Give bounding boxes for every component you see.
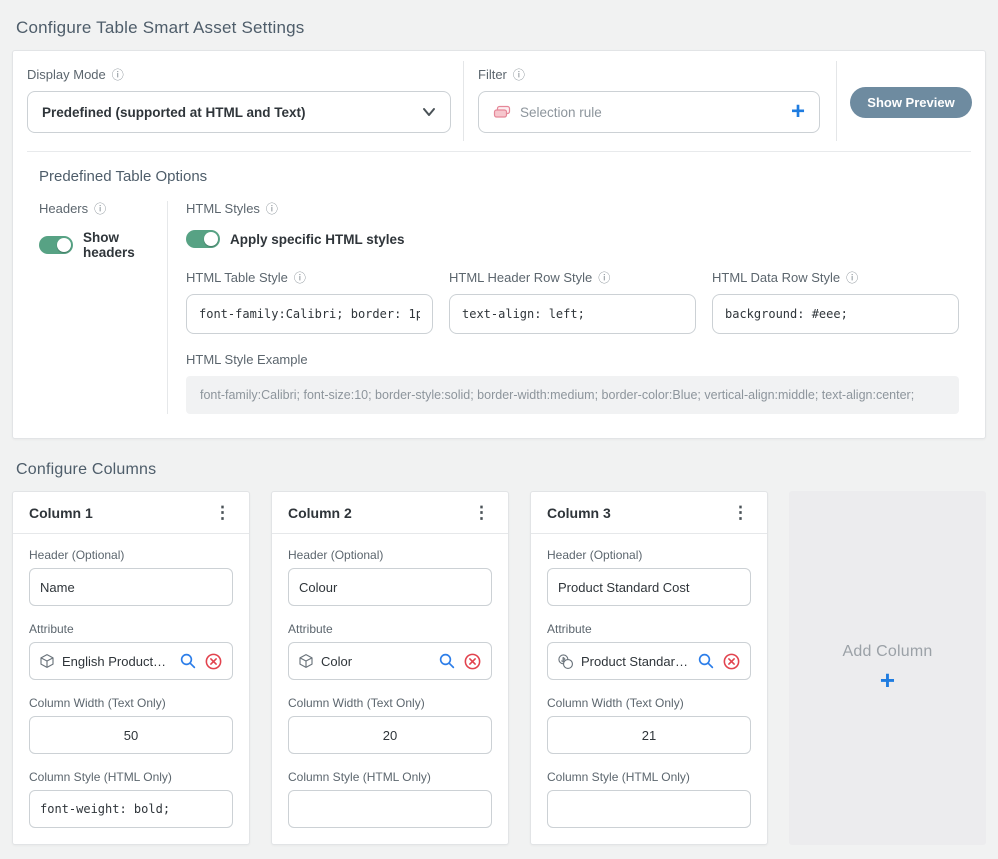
column-1-width-label: Column Width (Text Only) [29, 696, 233, 710]
configure-columns-title: Configure Columns [16, 461, 986, 479]
show-headers-toggle-label: Show headers [83, 230, 167, 260]
search-icon[interactable] [179, 652, 197, 670]
column-2-attribute-value: Color [321, 654, 431, 669]
column-1-attribute-label: Attribute [29, 622, 233, 636]
info-icon[interactable]: ⓘ [846, 272, 858, 284]
clear-attribute-icon[interactable] [463, 652, 482, 671]
column-3-attribute-label: Attribute [547, 622, 751, 636]
html-style-example-label: HTML Style Example [186, 352, 959, 367]
display-mode-label: Display Mode [27, 67, 106, 82]
display-mode-label-row: Display Mode ⓘ [27, 67, 451, 82]
column-2-style-label: Column Style (HTML Only) [288, 770, 492, 784]
coins-icon [557, 653, 574, 670]
column-1-header-input[interactable] [29, 568, 233, 606]
column-3-title: Column 3 [547, 505, 611, 521]
column-1-style-input[interactable] [29, 790, 233, 828]
column-2-attribute-picker[interactable]: Color [288, 642, 492, 680]
html-table-style-input[interactable] [186, 294, 433, 334]
column-3-attribute-picker[interactable]: Product Standar… [547, 642, 751, 680]
search-icon[interactable] [697, 652, 715, 670]
column-1-attribute-value: English Product… [62, 654, 172, 669]
info-icon[interactable]: ⓘ [513, 69, 525, 81]
column-3-style-input[interactable] [547, 790, 751, 828]
add-column-label: Add Column [842, 643, 932, 661]
display-mode-value: Predefined (supported at HTML and Text) [42, 105, 422, 120]
html-header-row-style-label: HTML Header Row Style [449, 270, 592, 285]
clear-attribute-icon[interactable] [722, 652, 741, 671]
html-table-style-label-row: HTML Table Style ⓘ [186, 270, 433, 285]
selection-rule-icon [493, 105, 511, 119]
column-1-attribute-picker[interactable]: English Product… [29, 642, 233, 680]
html-styles-label: HTML Styles [186, 201, 260, 216]
show-headers-toggle[interactable] [39, 236, 73, 254]
filter-label-row: Filter ⓘ [478, 67, 820, 82]
cube-icon [298, 653, 314, 669]
column-3-header-label: Header (Optional) [547, 548, 751, 562]
column-3-width-label: Column Width (Text Only) [547, 696, 751, 710]
html-data-row-style-label-row: HTML Data Row Style ⓘ [712, 270, 959, 285]
html-header-row-style-label-row: HTML Header Row Style ⓘ [449, 270, 696, 285]
settings-card: Display Mode ⓘ Predefined (supported at … [12, 50, 986, 439]
column-1-header-label: Header (Optional) [29, 548, 233, 562]
info-icon[interactable]: ⓘ [266, 203, 278, 215]
column-2-title: Column 2 [288, 505, 352, 521]
chevron-down-icon [422, 107, 436, 117]
column-2-width-input[interactable] [288, 716, 492, 754]
column-3-attribute-value: Product Standar… [581, 654, 690, 669]
plus-icon[interactable]: + [880, 667, 895, 693]
html-table-style-label: HTML Table Style [186, 270, 288, 285]
kebab-menu-icon[interactable]: ⋮ [724, 502, 757, 523]
column-2-attribute-label: Attribute [288, 622, 492, 636]
show-preview-button[interactable]: Show Preview [850, 87, 971, 118]
column-card-1: Column 1 ⋮ Header (Optional) Attribute E… [12, 491, 250, 845]
column-1-title: Column 1 [29, 505, 93, 521]
apply-html-styles-toggle-label: Apply specific HTML styles [230, 232, 405, 247]
column-1-width-input[interactable] [29, 716, 233, 754]
column-2-width-label: Column Width (Text Only) [288, 696, 492, 710]
column-2-header-label: Header (Optional) [288, 548, 492, 562]
column-3-style-label: Column Style (HTML Only) [547, 770, 751, 784]
html-style-example-text: font-family:Calibri; font-size:10; borde… [186, 376, 959, 414]
filter-label: Filter [478, 67, 507, 82]
filter-selection-rule-field[interactable]: Selection rule + [478, 91, 820, 133]
column-card-3: Column 3 ⋮ Header (Optional) Attribute P… [530, 491, 768, 845]
column-2-header-input[interactable] [288, 568, 492, 606]
predefined-options-title: Predefined Table Options [39, 168, 959, 185]
headers-label: Headers [39, 201, 88, 216]
html-header-row-style-input[interactable] [449, 294, 696, 334]
info-icon[interactable]: ⓘ [112, 69, 124, 81]
search-icon[interactable] [438, 652, 456, 670]
page-title: Configure Table Smart Asset Settings [16, 18, 986, 38]
info-icon[interactable]: ⓘ [598, 272, 610, 284]
display-mode-select[interactable]: Predefined (supported at HTML and Text) [27, 91, 451, 133]
cube-icon [39, 653, 55, 669]
kebab-menu-icon[interactable]: ⋮ [206, 502, 239, 523]
column-3-width-input[interactable] [547, 716, 751, 754]
clear-attribute-icon[interactable] [204, 652, 223, 671]
kebab-menu-icon[interactable]: ⋮ [465, 502, 498, 523]
column-3-header-input[interactable] [547, 568, 751, 606]
column-1-style-label: Column Style (HTML Only) [29, 770, 233, 784]
add-column-button[interactable]: Add Column + [789, 491, 986, 845]
info-icon[interactable]: ⓘ [94, 203, 106, 215]
filter-placeholder: Selection rule [520, 105, 782, 120]
html-data-row-style-label: HTML Data Row Style [712, 270, 840, 285]
html-data-row-style-input[interactable] [712, 294, 959, 334]
add-filter-button[interactable]: + [791, 100, 805, 124]
column-card-2: Column 2 ⋮ Header (Optional) Attribute C… [271, 491, 509, 845]
column-2-style-input[interactable] [288, 790, 492, 828]
info-icon[interactable]: ⓘ [294, 272, 306, 284]
headers-label-row: Headers ⓘ [39, 201, 167, 216]
apply-html-styles-toggle[interactable] [186, 230, 220, 248]
html-styles-label-row: HTML Styles ⓘ [186, 201, 959, 216]
